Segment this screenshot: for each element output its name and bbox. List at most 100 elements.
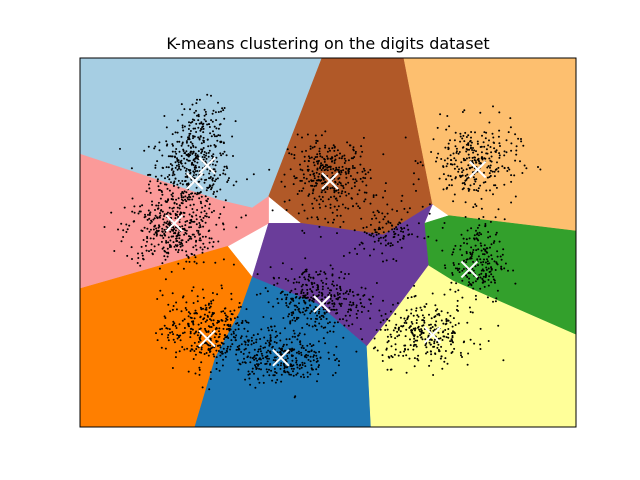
data-point — [471, 159, 474, 162]
data-point — [158, 267, 161, 270]
centroid-marker-4 — [460, 260, 479, 279]
data-point — [336, 149, 339, 152]
data-point — [189, 130, 192, 132]
data-point — [403, 317, 406, 320]
data-point — [457, 269, 459, 272]
data-point — [158, 216, 161, 218]
data-point — [460, 233, 463, 236]
data-point — [334, 155, 337, 158]
data-point — [283, 200, 286, 203]
data-point — [431, 292, 434, 295]
data-point — [514, 195, 517, 198]
data-point — [212, 109, 215, 112]
data-point — [157, 185, 160, 188]
data-point — [416, 235, 419, 238]
data-point — [361, 338, 364, 341]
data-point — [181, 126, 184, 129]
data-point — [399, 330, 402, 333]
data-point — [359, 163, 362, 166]
data-point — [483, 253, 486, 256]
data-point — [452, 317, 455, 320]
data-point — [256, 359, 259, 362]
data-point — [181, 319, 184, 322]
data-point — [196, 157, 199, 160]
data-point — [266, 357, 269, 360]
data-point — [400, 218, 403, 221]
data-point — [425, 346, 428, 349]
data-point — [226, 345, 229, 348]
data-point — [180, 155, 183, 157]
data-point — [178, 234, 181, 237]
data-point — [223, 338, 226, 340]
data-point — [492, 136, 495, 139]
data-point — [467, 144, 470, 146]
data-point — [343, 154, 346, 157]
data-point — [411, 331, 414, 334]
data-point — [201, 235, 204, 238]
data-point — [339, 226, 342, 228]
data-point — [399, 238, 402, 241]
data-point — [316, 380, 318, 383]
data-point — [171, 324, 174, 327]
data-point — [386, 318, 389, 321]
data-point — [361, 150, 364, 153]
data-point — [280, 291, 283, 293]
data-point — [202, 136, 205, 139]
data-point — [317, 373, 320, 376]
data-point — [184, 195, 187, 198]
data-point — [160, 240, 163, 243]
data-point — [460, 175, 463, 177]
data-point — [309, 355, 312, 358]
data-point — [324, 191, 327, 194]
data-point — [473, 156, 476, 159]
data-point — [302, 271, 305, 274]
data-point — [442, 173, 445, 176]
data-point — [336, 321, 339, 324]
data-point — [452, 248, 455, 251]
data-point — [179, 243, 182, 246]
data-point — [180, 196, 183, 199]
data-point — [189, 350, 192, 352]
data-point — [318, 195, 321, 198]
data-point — [189, 221, 192, 224]
data-point — [218, 330, 220, 333]
data-point — [136, 262, 139, 264]
data-point — [496, 255, 499, 258]
data-point — [176, 168, 179, 171]
data-point — [382, 196, 384, 199]
data-point — [488, 176, 491, 178]
data-point — [232, 155, 234, 157]
data-point — [199, 233, 201, 236]
data-point — [170, 245, 172, 248]
data-point — [208, 172, 211, 175]
data-point — [321, 288, 324, 291]
data-point — [219, 351, 222, 354]
data-point — [253, 358, 256, 361]
centroid-marker-5 — [313, 295, 331, 313]
data-point — [481, 134, 483, 137]
data-point — [356, 316, 359, 319]
data-point — [184, 175, 187, 178]
data-point — [349, 288, 352, 291]
data-point — [189, 141, 192, 144]
data-point — [255, 367, 258, 370]
data-point — [347, 181, 350, 184]
data-point — [461, 182, 464, 185]
data-point — [391, 224, 394, 227]
data-point — [186, 220, 189, 222]
data-point — [317, 288, 320, 291]
data-point — [284, 358, 287, 361]
data-point — [313, 158, 316, 160]
data-point — [218, 327, 221, 330]
point-cloud-0 — [119, 103, 248, 246]
data-point — [488, 139, 490, 142]
data-point — [195, 218, 198, 221]
data-point — [205, 157, 208, 160]
data-point — [317, 312, 320, 315]
data-point — [316, 318, 318, 320]
data-point — [268, 343, 271, 346]
data-point — [291, 359, 294, 362]
data-point — [473, 149, 476, 152]
data-point — [336, 199, 339, 202]
data-point — [175, 240, 178, 243]
